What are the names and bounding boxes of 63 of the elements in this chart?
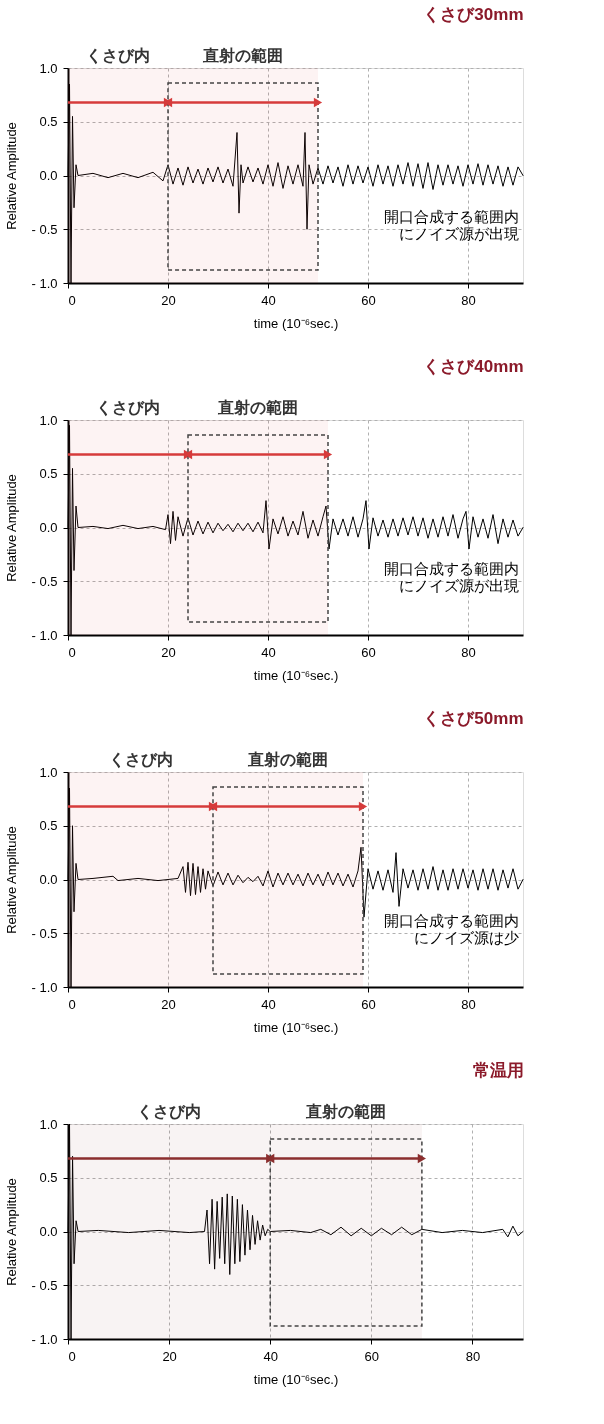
x-tick-label: 0 (68, 996, 76, 1012)
y-tick-label: - 0.5 (31, 221, 58, 237)
y-tick-label: - 0.5 (31, 1277, 58, 1293)
chart-title: くさび50mm (423, 709, 524, 728)
chart-title: くさび40mm (423, 357, 524, 376)
band-label: 直射の範囲 (202, 47, 283, 64)
y-tick-label: - 1.0 (31, 275, 58, 291)
y-tick-label: 0.5 (39, 466, 58, 482)
x-tick-label: 0 (68, 1348, 76, 1364)
band-label: くさび内 (86, 47, 150, 65)
y-tick-label: - 1.0 (31, 1331, 58, 1347)
y-axis-title: Relative Amplitude (4, 1178, 20, 1286)
x-tick-label: 80 (461, 644, 476, 660)
y-axis-title: Relative Amplitude (4, 826, 20, 934)
annotation: 開口合成する範囲内にノイズ源は少 (384, 911, 519, 946)
x-tick-label: 40 (261, 996, 276, 1012)
y-axis-title: Relative Amplitude (4, 474, 20, 582)
chart-title: 常温用 (472, 1061, 524, 1080)
y-tick-label: 1.0 (39, 1116, 58, 1132)
y-tick-label: 0.5 (39, 114, 58, 130)
y-tick-label: 0.0 (39, 1224, 58, 1239)
x-tick-label: 20 (161, 292, 176, 308)
x-axis-title: time (10⁻⁶sec.) (253, 667, 339, 683)
y-tick-label: 0.5 (39, 1170, 58, 1186)
x-tick-label: 60 (361, 996, 376, 1012)
annotation: 開口合成する範囲内にノイズ源が出現 (384, 207, 519, 242)
x-tick-label: 80 (461, 996, 476, 1012)
x-tick-label: 60 (361, 644, 376, 660)
y-tick-label: 0.5 (39, 818, 58, 834)
x-tick-label: 0 (68, 292, 76, 308)
x-tick-label: 40 (263, 1348, 278, 1364)
y-tick-label: - 1.0 (31, 979, 58, 995)
y-tick-label: 0.0 (39, 520, 58, 535)
y-axis-title: Relative Amplitude (4, 122, 20, 230)
chart-title: くさび30mm (423, 5, 524, 24)
x-tick-label: 40 (261, 644, 276, 660)
y-tick-label: 1.0 (39, 412, 58, 428)
x-tick-label: 80 (465, 1348, 481, 1364)
y-tick-label: - 1.0 (31, 627, 58, 643)
x-tick-label: 20 (161, 644, 176, 660)
band-label: くさび内 (96, 399, 160, 417)
band-label: 直射の範囲 (217, 399, 298, 416)
x-tick-label: 20 (162, 1348, 177, 1364)
y-tick-label: 0.0 (39, 872, 58, 887)
x-tick-label: 80 (461, 292, 476, 308)
x-tick-label: 60 (361, 292, 376, 308)
x-tick-label: 60 (364, 1348, 380, 1364)
x-tick-label: 0 (68, 644, 76, 660)
y-tick-label: - 0.5 (31, 925, 58, 941)
annotation: 開口合成する範囲内にノイズ源が出現 (384, 559, 519, 594)
band-label: くさび内 (108, 751, 173, 769)
x-tick-label: 40 (261, 292, 276, 308)
y-tick-label: 1.0 (39, 60, 58, 76)
y-tick-label: 0.0 (39, 168, 58, 183)
y-tick-label: - 0.5 (31, 573, 58, 589)
band-label: くさび内 (137, 1103, 202, 1121)
x-tick-label: 20 (161, 996, 176, 1012)
band-label: 直射の範囲 (305, 1103, 387, 1120)
y-tick-label: 1.0 (39, 764, 58, 780)
band-label: 直射の範囲 (247, 751, 328, 768)
x-axis-title: time (10⁻⁶sec.) (253, 315, 339, 331)
x-axis-title: time (10⁻⁶sec.) (253, 1371, 339, 1387)
x-axis-title: time (10⁻⁶sec.) (253, 1019, 339, 1035)
